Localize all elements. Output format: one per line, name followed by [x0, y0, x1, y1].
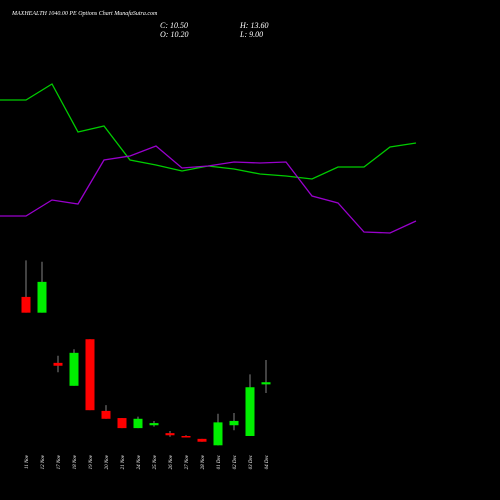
candle-body [149, 423, 159, 426]
x-tick-label: 19 Nov [89, 454, 94, 469]
x-tick-label: 24 Nov [137, 454, 142, 469]
x-tick-label: 20 Nov [105, 454, 110, 469]
candle-body [101, 410, 111, 419]
candle-body [133, 418, 143, 429]
x-tick-label: 26 Nov [169, 454, 174, 469]
x-tick-label: 28 Nov [201, 454, 206, 469]
x-tick-label: 17 Nov [57, 454, 62, 469]
ohlc-open: O: 10.20 [160, 30, 188, 39]
candle-body [37, 281, 47, 313]
x-tick-label: 27 Nov [185, 454, 190, 469]
x-tick-label: 01 Dec [217, 454, 222, 469]
candle-body [213, 422, 223, 446]
x-tick-label: 03 Dec [249, 454, 254, 469]
ohlc-low: L: 9.00 [239, 30, 263, 39]
x-tick-label: 02 Dec [233, 454, 238, 469]
x-tick-label: 04 Dec [265, 454, 270, 469]
indicator-line [0, 83, 417, 180]
chart-title: MAXHEALTH 1040.00 PE Options Chart Munaf… [11, 10, 158, 17]
candle-body [53, 362, 63, 366]
ohlc-close: C: 10.50 [160, 21, 188, 30]
x-tick-label: 25 Nov [153, 454, 158, 469]
ohlc-high: H: 13.60 [239, 21, 268, 30]
candle-body [85, 339, 95, 411]
x-tick-label: 12 Nov [41, 454, 46, 469]
x-tick-label: 18 Nov [73, 454, 78, 469]
candle-body [21, 296, 31, 313]
candle-body [165, 433, 175, 436]
candle-body [69, 352, 79, 386]
x-tick-label: 11 Nov [25, 454, 30, 469]
candle-body [229, 420, 239, 426]
candle-body [245, 387, 255, 436]
candle-body [261, 382, 271, 385]
candle-body [117, 418, 127, 429]
candle-body [181, 435, 191, 438]
candle-body [197, 438, 207, 442]
x-tick-label: 21 Nov [121, 454, 126, 469]
indicator-line [0, 145, 417, 234]
